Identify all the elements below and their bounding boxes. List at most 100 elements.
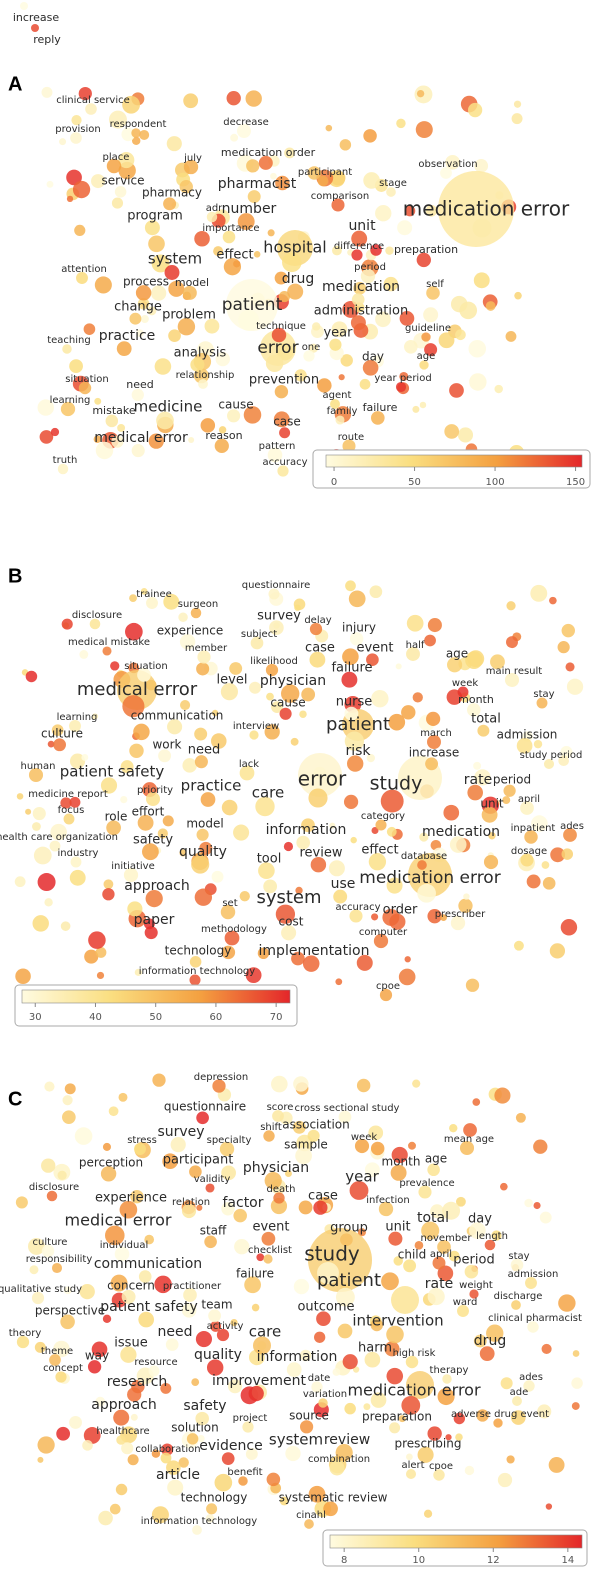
term-label: medical error [77, 679, 198, 700]
bubble [162, 815, 174, 827]
term-label: quality [194, 1347, 242, 1363]
term-label: family [327, 406, 358, 417]
term-label: respondent [110, 119, 167, 130]
bubble [37, 1456, 44, 1463]
term-label: communication [94, 1256, 202, 1272]
bubble [263, 879, 278, 894]
term-label: year [345, 1168, 379, 1186]
bubble [515, 1112, 526, 1123]
bubble [213, 246, 224, 257]
bubble [453, 1412, 466, 1425]
bubble [373, 933, 389, 949]
bubble [457, 686, 469, 698]
bubble [505, 331, 517, 342]
bubble [224, 930, 240, 946]
bubble [523, 1380, 535, 1392]
bubble [190, 357, 205, 372]
bubble [163, 197, 177, 211]
term-label: number [222, 201, 277, 217]
bubble [41, 1158, 56, 1173]
bubble [152, 1073, 166, 1087]
bubble [25, 808, 32, 815]
term-label: focus [58, 805, 85, 816]
term-label: theme [41, 1346, 73, 1357]
bubble [388, 1231, 403, 1246]
term-label: safety [183, 1398, 226, 1414]
bubble [291, 951, 305, 966]
bubble [53, 738, 66, 752]
bubble [548, 1457, 565, 1473]
bubble [272, 1110, 284, 1122]
bubble [151, 1449, 161, 1458]
bubble [307, 166, 322, 180]
bubble [233, 1208, 247, 1223]
bubble [39, 430, 54, 444]
colorbar-tick-label: 14 [561, 1555, 574, 1566]
term-label: discharge [494, 1291, 543, 1302]
bubble [314, 1331, 326, 1343]
bubble [316, 1311, 331, 1326]
bubble [28, 767, 44, 783]
bubble [472, 1098, 481, 1106]
bubble [370, 1141, 385, 1156]
bubble [180, 699, 191, 711]
term-label: improvement [212, 1373, 306, 1389]
bubble [290, 737, 299, 746]
bubble [113, 1409, 130, 1426]
colorbar-tick-label: 30 [29, 1012, 42, 1023]
bubble [168, 329, 181, 343]
bubble [512, 1396, 522, 1406]
bubble [426, 286, 440, 300]
bubble [142, 843, 159, 861]
bubble [486, 1324, 504, 1342]
bubble [340, 1233, 353, 1247]
bubble [229, 662, 243, 675]
bubble [154, 1275, 172, 1294]
bubble [416, 89, 425, 98]
term-label: medicine [134, 398, 203, 416]
bubble [329, 1460, 345, 1476]
bubble [71, 114, 82, 126]
bubble [279, 707, 292, 720]
bubble [256, 1253, 265, 1262]
bubble [456, 1196, 466, 1207]
bubble [51, 724, 64, 737]
term-label: category [361, 811, 405, 822]
term-label: study period [520, 750, 583, 761]
bubble [286, 1362, 302, 1377]
bubble [221, 799, 238, 816]
bubble [533, 1139, 548, 1154]
bubble [301, 818, 315, 833]
term-label: program [127, 209, 183, 224]
bubble [318, 1398, 328, 1408]
term-label: importance [202, 223, 259, 234]
bubble [531, 815, 548, 832]
bubble [189, 1165, 202, 1178]
colorbar-tick-label: 50 [149, 1012, 162, 1023]
term-label: total [471, 712, 501, 727]
bubble [150, 285, 167, 301]
term-label: learning [57, 712, 98, 723]
bubble [50, 427, 60, 437]
term-label: observation [418, 159, 477, 170]
bubble [76, 272, 88, 284]
bubble [41, 86, 53, 98]
bubble [437, 1388, 455, 1406]
term-label: disclosure [72, 610, 122, 621]
term-label: error [257, 338, 298, 358]
bubble [417, 1446, 434, 1463]
bubble [238, 309, 260, 331]
bubble [34, 1341, 46, 1353]
term-label: alert [401, 1460, 424, 1471]
bubble [25, 670, 38, 683]
bubble [70, 132, 82, 144]
bubble [450, 915, 466, 931]
term-label: delay [304, 615, 331, 626]
term-label: stage [379, 178, 407, 189]
bubble [32, 915, 49, 932]
term-label: intervention [352, 1312, 443, 1330]
bubble [96, 971, 105, 980]
term-label: stay [533, 689, 554, 700]
term-label: increase [409, 746, 460, 760]
term-label: reason [205, 429, 242, 442]
